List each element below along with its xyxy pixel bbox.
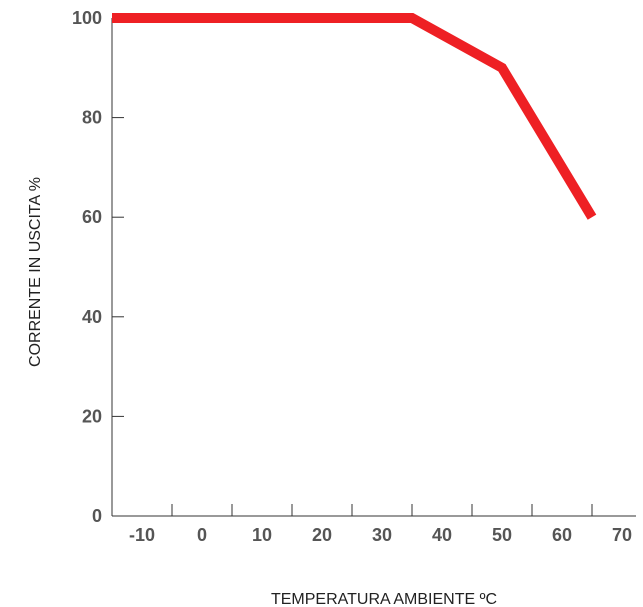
x-tick-label: 0 — [197, 525, 207, 545]
x-tick-label: 40 — [432, 525, 452, 545]
y-tick-label: 0 — [92, 506, 102, 526]
x-tick-group: -10 0 10 20 30 40 50 60 70 — [129, 504, 632, 545]
x-tick-label: 70 — [612, 525, 632, 545]
y-tick-label: 20 — [82, 406, 102, 426]
x-tick-label: 20 — [312, 525, 332, 545]
x-tick-label: -10 — [129, 525, 155, 545]
y-tick-label: 80 — [82, 108, 102, 128]
y-tick-label: 60 — [82, 207, 102, 227]
y-axis-title: CORRENTE IN USCITA % — [27, 177, 44, 367]
axes — [111, 18, 636, 517]
series-layer — [112, 13, 597, 220]
x-tick-label: 60 — [552, 525, 572, 545]
x-axis-title: TEMPERATURA AMBIENTE ºC — [271, 591, 497, 607]
y-tick-label: 100 — [72, 8, 102, 28]
series-line — [112, 13, 597, 220]
y-tick-label: 40 — [82, 307, 102, 327]
y-tick-group: 0 20 40 60 80 100 — [72, 8, 124, 526]
x-tick-label: 10 — [252, 525, 272, 545]
x-tick-label: 50 — [492, 525, 512, 545]
x-tick-label: 30 — [372, 525, 392, 545]
